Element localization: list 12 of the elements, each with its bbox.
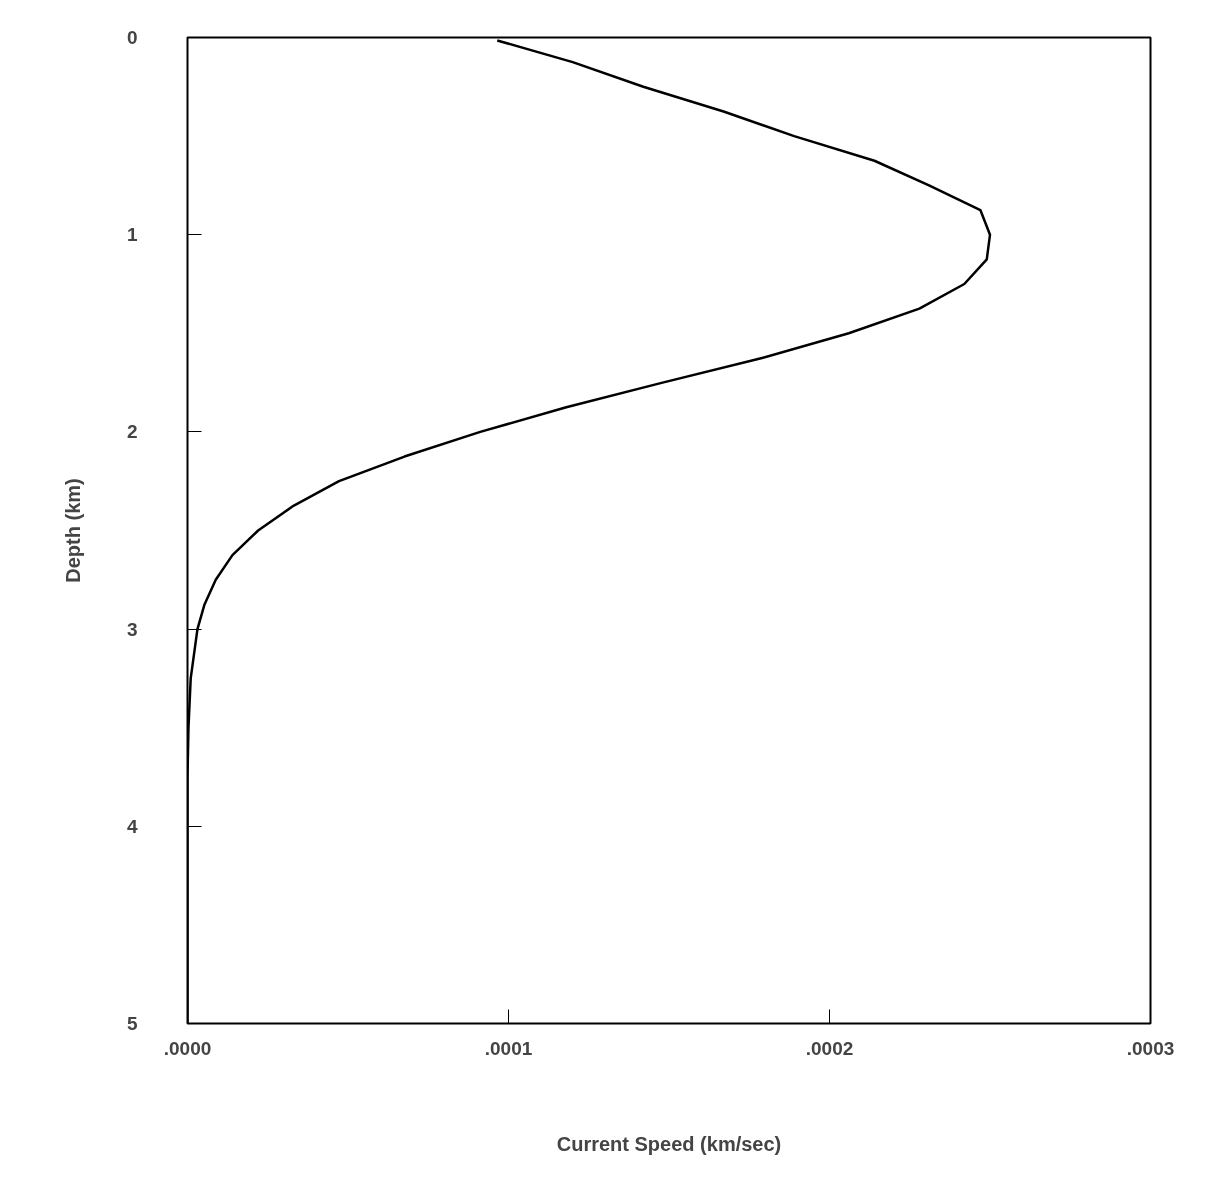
y-tick-label: 1 — [126, 224, 138, 246]
x-tick-label: .0000 — [163, 1037, 212, 1059]
y-tick-label: 0 — [126, 27, 138, 48]
y-tick-label: 4 — [126, 815, 138, 837]
y-tick-label: 5 — [126, 1013, 138, 1034]
x-tick-label: .0003 — [1126, 1037, 1175, 1059]
y-tick-label: 2 — [126, 421, 138, 443]
y-tick-label: 3 — [126, 618, 138, 640]
x-axis-title: Current Speed (km/sec) — [556, 1132, 782, 1155]
x-tick-label: .0002 — [805, 1037, 854, 1059]
x-tick-label: .0001 — [484, 1037, 533, 1059]
y-axis-title: Depth (km) — [61, 478, 84, 583]
